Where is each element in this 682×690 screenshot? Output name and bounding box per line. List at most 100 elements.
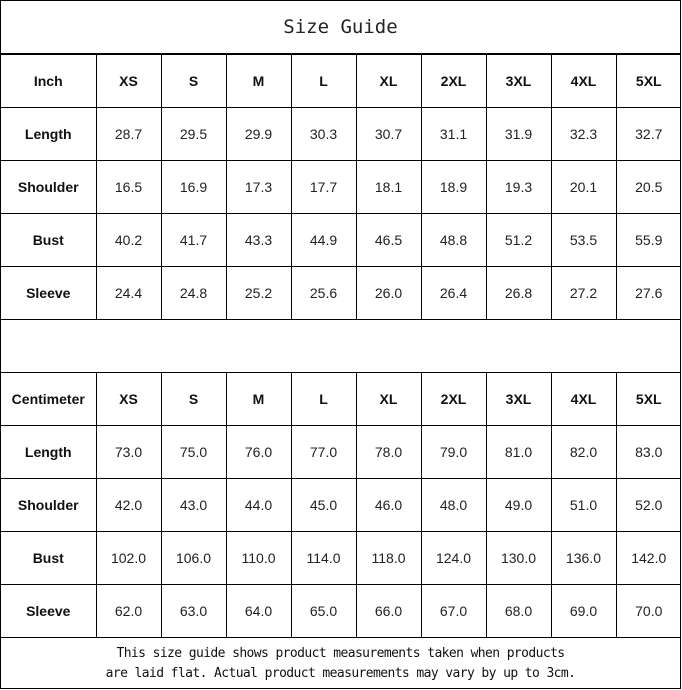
measurement-cell: 45.0 — [290, 478, 357, 532]
measurement-cell: 16.5 — [95, 160, 162, 214]
measurement-cell: 24.4 — [95, 266, 162, 320]
measurement-cell: 124.0 — [420, 531, 487, 585]
measurement-cell: 77.0 — [290, 425, 357, 479]
size-header: 3XL — [485, 372, 552, 426]
size-header: XS — [95, 372, 162, 426]
measurement-cell: 16.9 — [160, 160, 227, 214]
measurement-cell: 83.0 — [615, 425, 681, 479]
table-row: Length 73.0 75.0 76.0 77.0 78.0 79.0 81.0 82.0 83… — [1, 425, 681, 479]
measurement-cell: 75.0 — [160, 425, 227, 479]
size-header: 2XL — [420, 372, 487, 426]
measurement-cell: 48.8 — [420, 213, 487, 267]
size-header: 4XL — [550, 54, 617, 108]
measurement-cell: 32.7 — [615, 107, 681, 161]
measurement-cell: 62.0 — [95, 584, 162, 638]
measurement-cell: 31.9 — [485, 107, 552, 161]
measurement-cell: 67.0 — [420, 584, 487, 638]
row-label: Sleeve — [1, 266, 97, 320]
measurement-cell: 53.5 — [550, 213, 617, 267]
measurement-cell: 25.6 — [290, 266, 357, 320]
row-label: Length — [1, 107, 97, 161]
measurement-cell: 78.0 — [355, 425, 422, 479]
measurement-cell: 29.5 — [160, 107, 227, 161]
measurement-cell: 102.0 — [95, 531, 162, 585]
table-row: Bust 102.0 106.0 110.0 114.0 118.0 124.0 130.0 1… — [1, 531, 681, 585]
size-header: XL — [355, 54, 422, 108]
measurement-cell: 114.0 — [290, 531, 357, 585]
measurement-cell: 42.0 — [95, 478, 162, 532]
size-header: M — [225, 372, 292, 426]
measurement-cell: 43.3 — [225, 213, 292, 267]
size-header: L — [290, 372, 357, 426]
row-label: Sleeve — [1, 584, 97, 638]
size-header: 2XL — [420, 54, 487, 108]
measurement-cell: 20.1 — [550, 160, 617, 214]
table-row: Sleeve 62.0 63.0 64.0 65.0 66.0 67.0 68.0 69.0 70… — [1, 584, 681, 638]
measurement-cell: 44.9 — [290, 213, 357, 267]
measurement-cell: 68.0 — [485, 584, 552, 638]
table-row: Shoulder 16.5 16.9 17.3 17.7 18.1 18.9 19.3 20.1… — [1, 160, 681, 214]
table-row: Bust 40.2 41.7 43.3 44.9 46.5 48.8 51.2 53.5 55.9 — [1, 213, 681, 267]
table-row: Sleeve 24.4 24.8 25.2 25.6 26.0 26.4 26.8 27.2 27… — [1, 266, 681, 320]
measurement-cell: 79.0 — [420, 425, 487, 479]
row-label: Bust — [1, 531, 97, 585]
measurement-cell: 41.7 — [160, 213, 227, 267]
measurement-cell: 142.0 — [615, 531, 681, 585]
measurement-cell: 18.1 — [355, 160, 422, 214]
measurement-cell: 30.3 — [290, 107, 357, 161]
measurement-cell: 70.0 — [615, 584, 681, 638]
measurement-cell: 130.0 — [485, 531, 552, 585]
measurement-cell: 66.0 — [355, 584, 422, 638]
measurement-cell: 69.0 — [550, 584, 617, 638]
measurement-cell: 26.4 — [420, 266, 487, 320]
measurement-cell: 28.7 — [95, 107, 162, 161]
measurement-cell: 32.3 — [550, 107, 617, 161]
page-title: Size Guide — [1, 1, 680, 54]
measurement-cell: 110.0 — [225, 531, 292, 585]
measurement-cell: 17.3 — [225, 160, 292, 214]
measurement-cell: 31.1 — [420, 107, 487, 161]
row-label: Bust — [1, 213, 97, 267]
measurement-cell: 17.7 — [290, 160, 357, 214]
measurement-cell: 106.0 — [160, 531, 227, 585]
measurement-cell: 118.0 — [355, 531, 422, 585]
table-row: Shoulder 42.0 43.0 44.0 45.0 46.0 48.0 49.0 51.0… — [1, 478, 681, 532]
header-row: Centimeter XS S M L XL 2XL 3XL 4XL 5XL — [1, 372, 681, 426]
size-header: S — [160, 54, 227, 108]
centimeter-table: Centimeter XS S M L XL 2XL 3XL 4XL 5XL Length 73.0 7… — [1, 372, 681, 638]
unit-header: Inch — [1, 54, 97, 108]
measurement-cell: 25.2 — [225, 266, 292, 320]
measurement-cell: 24.8 — [160, 266, 227, 320]
measurement-cell: 51.2 — [485, 213, 552, 267]
measurement-cell: 20.5 — [615, 160, 681, 214]
size-header: XS — [95, 54, 162, 108]
measurement-cell: 52.0 — [615, 478, 681, 532]
size-header: M — [225, 54, 292, 108]
size-header: 5XL — [615, 54, 681, 108]
row-label: Shoulder — [1, 478, 97, 532]
measurement-cell: 18.9 — [420, 160, 487, 214]
measurement-cell: 26.8 — [485, 266, 552, 320]
size-header: S — [160, 372, 227, 426]
size-header: 4XL — [550, 372, 617, 426]
note-line-2: are laid flat. Actual product measuremen… — [105, 665, 576, 681]
measurement-cell: 30.7 — [355, 107, 422, 161]
row-label: Length — [1, 425, 97, 479]
table-row: Length 28.7 29.5 29.9 30.3 30.7 31.1 31.9 32.3 32… — [1, 107, 681, 161]
note-line-1: This size guide shows product measuremen… — [116, 645, 565, 661]
measurement-cell: 27.6 — [615, 266, 681, 320]
size-header: L — [290, 54, 357, 108]
measurement-cell: 76.0 — [225, 425, 292, 479]
header-row: Inch XS S M L XL 2XL 3XL 4XL 5XL — [1, 54, 681, 108]
measurement-cell: 29.9 — [225, 107, 292, 161]
unit-header: Centimeter — [1, 372, 97, 426]
measurement-cell: 73.0 — [95, 425, 162, 479]
measurement-cell: 26.0 — [355, 266, 422, 320]
inch-table: Inch XS S M L XL 2XL 3XL 4XL 5XL Length 28.7 29.5 29.… — [1, 54, 681, 320]
measurement-cell: 44.0 — [225, 478, 292, 532]
measurement-cell: 46.0 — [355, 478, 422, 532]
row-label: Shoulder — [1, 160, 97, 214]
measurement-cell: 55.9 — [615, 213, 681, 267]
measurement-cell: 81.0 — [485, 425, 552, 479]
